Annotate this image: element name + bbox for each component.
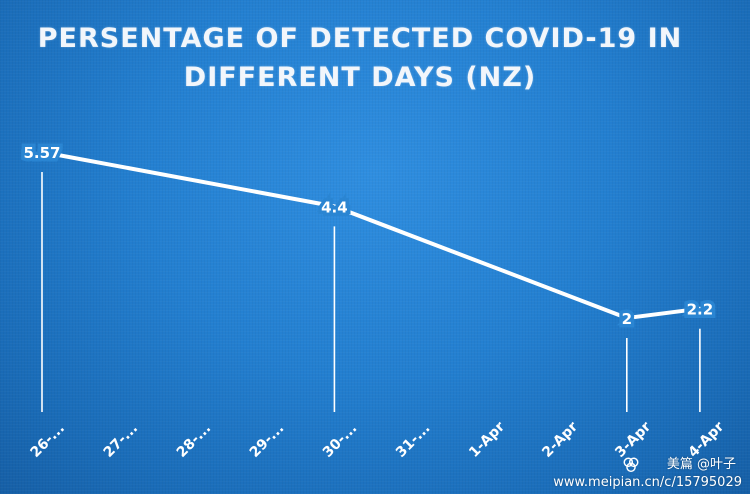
- data-labels: 5.57 4.4 2 2.2: [20, 141, 717, 332]
- chart-title-line-1: PERSENTAGE OF DETECTED COVID-19 IN: [37, 23, 683, 54]
- x-tick-label: 31-...: [393, 420, 433, 460]
- data-label: 4.4: [321, 198, 348, 216]
- data-label: 5.57: [23, 144, 60, 162]
- x-tick-label: 3-Apr: [612, 419, 654, 461]
- watermark-url[interactable]: www.meipian.cn/c/15795029: [553, 475, 742, 490]
- x-tick-label: 27-...: [101, 420, 141, 460]
- x-axis-tick-labels: 26-... 27-... 28-... 29-... 30-... 31-... 1-Ap…: [28, 419, 728, 461]
- x-tick-label: 2-Apr: [539, 419, 581, 461]
- drop-lines: [41, 172, 701, 412]
- data-label: 2: [622, 310, 632, 328]
- series-line-group: [40, 150, 702, 320]
- chart-title-line-2: DIFFERENT DAYS (NZ): [183, 62, 537, 93]
- x-tick-label: 30-...: [320, 420, 360, 460]
- meipian-logo-icon: [623, 457, 639, 473]
- series-line: [40, 150, 702, 320]
- x-tick-label: 28-...: [174, 420, 214, 460]
- x-tick-label: 29-...: [247, 420, 287, 460]
- x-tick-label: 1-Apr: [466, 419, 508, 461]
- watermark-author: 美篇 @叶子: [666, 457, 736, 472]
- x-tick-label: 26-...: [28, 420, 68, 460]
- data-label: 2.2: [687, 301, 714, 319]
